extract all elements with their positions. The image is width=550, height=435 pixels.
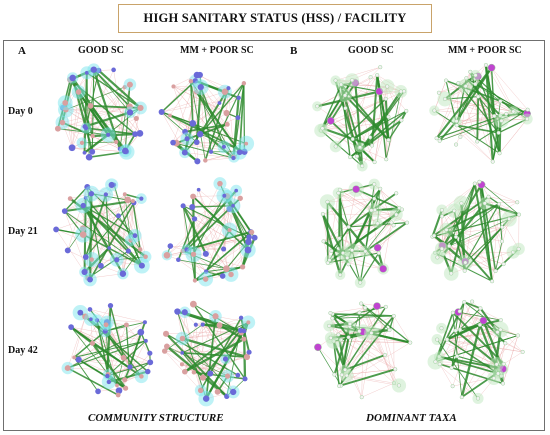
- network-graph-a-r2-c0: [61, 303, 154, 398]
- network-graph-b-r1-c0: [319, 178, 410, 289]
- network-graph-a-r1-c1: [161, 177, 258, 287]
- row-label-day21: Day 21: [8, 226, 38, 237]
- figure-title: HIGH SANITARY STATUS (HSS) / FACILITY: [118, 4, 432, 33]
- network-graph-b-r2-c1: [427, 299, 525, 405]
- panel-a-col-good: GOOD SC: [78, 45, 124, 56]
- panel-a-col-poor: MM + POOR SC: [180, 45, 254, 56]
- network-graph-b-r2-c0: [314, 301, 413, 400]
- panel-a-caption: COMMUNITY STRUCTURE: [88, 412, 224, 424]
- network-graph-b-r0-c0: [312, 65, 409, 172]
- row-label-day0: Day 0: [8, 106, 33, 117]
- network-graph-a-r0-c1: [158, 71, 255, 165]
- network-graph-a-r2-c1: [161, 300, 256, 407]
- network-graph-b-r1-c1: [430, 179, 525, 284]
- figure-frame: [3, 40, 545, 431]
- network-graph-b-r0-c1: [429, 62, 533, 164]
- row-label-day42: Day 42: [8, 345, 38, 356]
- panel-b-letter: B: [290, 45, 298, 57]
- panel-b-col-good: GOOD SC: [348, 45, 394, 56]
- panel-b-caption: DOMINANT TAXA: [366, 412, 457, 424]
- network-graph-a-r1-c0: [53, 178, 152, 287]
- panel-b-col-poor: MM + POOR SC: [448, 45, 522, 56]
- network-graph-a-r0-c0: [54, 63, 147, 161]
- panel-a-letter: A: [18, 45, 26, 57]
